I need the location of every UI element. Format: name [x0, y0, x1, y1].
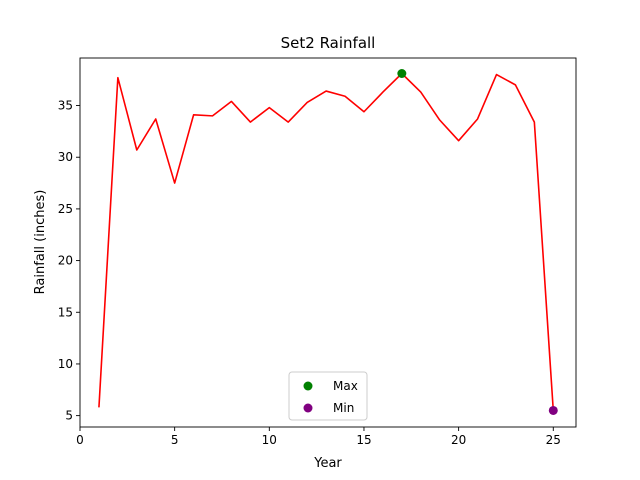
x-tick-label-0: 0	[76, 433, 84, 447]
x-tick-label-5: 5	[171, 433, 179, 447]
y-tick-label-15: 15	[58, 305, 73, 319]
min-marker	[548, 405, 558, 415]
rainfall-line-series-0	[98, 72, 555, 411]
y-axis-label: Rainfall (inches)	[33, 190, 48, 295]
y-tick-label-5: 5	[65, 409, 73, 423]
legend-max-swatch	[303, 381, 313, 391]
x-tick-label-25: 25	[546, 433, 561, 447]
legend-min-label: Min	[333, 401, 354, 415]
x-tick-label-15: 15	[356, 433, 371, 447]
axes-frame	[79, 57, 577, 428]
chart-title: Set2 Rainfall	[281, 34, 376, 52]
legend-min-swatch	[303, 403, 313, 413]
max-marker	[397, 69, 407, 79]
y-tick-label-35: 35	[58, 99, 73, 113]
y-tick-label-25: 25	[58, 202, 73, 216]
x-tick-label-10: 10	[262, 433, 277, 447]
y-tick-label-20: 20	[58, 254, 73, 268]
y-tick-label-30: 30	[58, 150, 73, 164]
y-tick-label-10: 10	[58, 357, 73, 371]
x-tick-label-20: 20	[451, 433, 466, 447]
legend-max-label: Max	[333, 379, 358, 393]
x-axis-label: Year	[313, 456, 342, 471]
